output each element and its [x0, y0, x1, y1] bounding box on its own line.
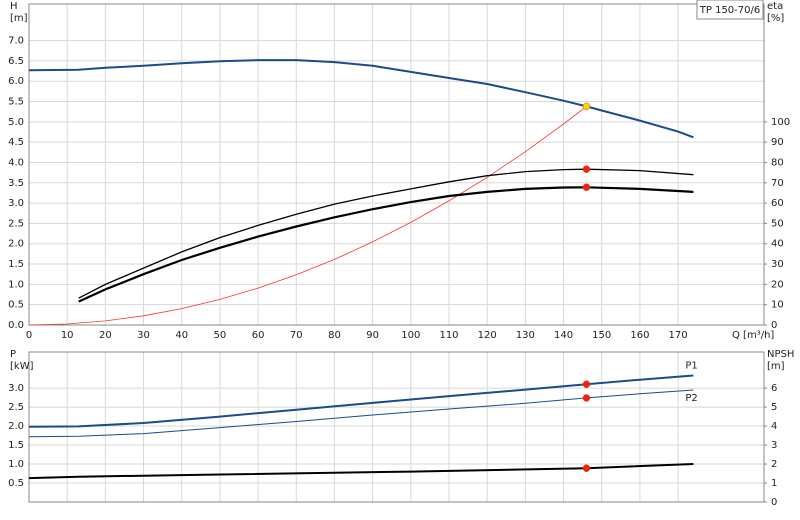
x-tick-label: 130 [516, 330, 535, 341]
plot: 0.5 1.0 1.5 2.0 2.5 3.0 0 1 2 3 4 5 6 P[kW] NPSH[m] P1 P… [8, 349, 794, 508]
x-tick-label: 50 [214, 330, 227, 341]
y2-tick-label: 1 [771, 478, 777, 489]
y2-tick-label: 0 [771, 497, 777, 508]
y2-axis-label: NPSH [767, 349, 794, 360]
y2-tick-label: 4 [771, 421, 777, 432]
y-tick-label: 6.5 [8, 56, 24, 67]
y-tick-label: 4.0 [8, 157, 24, 168]
y-tick-label: 3.5 [8, 178, 24, 189]
x-tick-label: 170 [669, 330, 688, 341]
y2-tick-label: 2 [771, 459, 777, 470]
y2-axis-label: eta [767, 1, 783, 12]
y-tick-label: 1.0 [8, 279, 24, 290]
x-tick-label: 40 [175, 330, 188, 341]
y-tick-label: 1.5 [8, 259, 24, 270]
y2-tick-label: 70 [771, 178, 784, 189]
y2-tick-label: 100 [771, 117, 790, 128]
x-tick-label: 110 [439, 330, 458, 341]
y2-axis-label: [m] [767, 361, 785, 372]
plot-frame [28, 3, 765, 326]
series-label: P1 [685, 361, 697, 372]
operating-point [582, 183, 591, 192]
y2-tick-label: 5 [771, 402, 777, 413]
x-tick-label: 60 [252, 330, 265, 341]
x-tick-label: 160 [630, 330, 649, 341]
x-tick-label: 140 [554, 330, 573, 341]
y2-tick-label: 10 [771, 300, 784, 311]
x-axis-label: Q [m³/h] [732, 330, 774, 341]
plot-area [29, 352, 764, 502]
y-tick-label: 0.5 [8, 478, 24, 489]
x-tick-label: 100 [401, 330, 420, 341]
y2-tick-label: 0 [771, 320, 777, 331]
y2-tick-label: 60 [771, 198, 784, 209]
x-tick-label: 0 [26, 330, 32, 341]
series-line [28, 389, 694, 438]
operating-point [582, 102, 591, 111]
y-tick-label: 3.0 [8, 383, 24, 394]
legend-box [696, 0, 764, 20]
y-tick-label: 2.5 [8, 402, 24, 413]
y-tick-label: 2.0 [8, 421, 24, 432]
series-line [28, 374, 694, 428]
y-tick-label: 0.5 [8, 300, 24, 311]
series-label: P2 [685, 393, 697, 404]
y-axis-label: [m] [10, 13, 28, 24]
y2-axis-label: [%] [767, 13, 784, 24]
y2-tick-label: 3 [771, 440, 777, 451]
y2-tick-label: 20 [771, 279, 784, 290]
x-tick-label: 10 [61, 330, 74, 341]
y-tick-label: 7.0 [8, 36, 24, 47]
x-tick-label: 30 [137, 330, 150, 341]
series-line [28, 463, 694, 480]
y-tick-label: 6.0 [8, 76, 24, 87]
series-line [78, 186, 694, 303]
y2-tick-label: 50 [771, 218, 784, 229]
y2-tick-label: 90 [771, 137, 784, 148]
x-tick-label: 20 [99, 330, 112, 341]
y2-tick-label: 6 [771, 383, 777, 394]
x-tick-label: 90 [366, 330, 379, 341]
x-tick-label: 120 [478, 330, 497, 341]
y-axis-label: P [10, 349, 16, 360]
x-tick-label: 70 [290, 330, 303, 341]
operating-point [582, 380, 591, 389]
series-line [28, 59, 694, 139]
y2-tick-label: 40 [771, 239, 784, 250]
operating-point [582, 464, 591, 472]
y-tick-label: 3.0 [8, 198, 24, 209]
chart-title: TP 150-70/6 [699, 5, 760, 16]
y-tick-label: 0.0 [8, 320, 24, 331]
y-tick-label: 2.5 [8, 218, 24, 229]
x-tick-label: 80 [328, 330, 341, 341]
y-tick-label: 5.5 [8, 97, 24, 108]
series-line [78, 168, 694, 299]
y-tick-label: 5.0 [8, 117, 24, 128]
y2-tick-label: 80 [771, 157, 784, 168]
x-tick-label: 150 [592, 330, 611, 341]
y-tick-label: 1.5 [8, 440, 24, 451]
y-tick-label: 1.0 [8, 459, 24, 470]
y-axis-label: [kW] [10, 361, 34, 372]
y2-tick-label: 30 [771, 259, 784, 270]
y-tick-label: 4.5 [8, 137, 24, 148]
y-axis-label: H [10, 1, 18, 12]
y-tick-label: 2.0 [8, 239, 24, 250]
operating-point [582, 394, 591, 402]
operating-point [582, 165, 591, 173]
plot: 0 10 20 30 40 50 60 70 80 90 100 110 120 130 140 150 160… [8, 0, 790, 341]
plot-frame [28, 351, 765, 503]
series-line [28, 106, 587, 326]
